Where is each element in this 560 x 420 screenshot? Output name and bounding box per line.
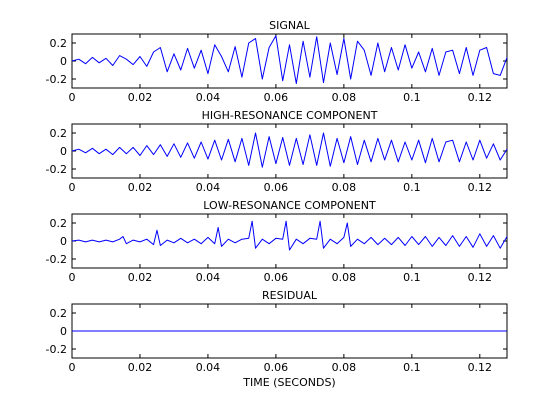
subplot-3: LOW-RESONANCE COMPONENT 0 0.02 0.04 0.06 0.08… bbox=[46, 199, 508, 284]
y-tick-label: 0.2 bbox=[50, 307, 68, 320]
x-tick-label: 0.08 bbox=[332, 181, 357, 194]
y-tick-label: 0 bbox=[60, 55, 67, 68]
series-line-1 bbox=[71, 35, 508, 84]
x-tick-label: 0.02 bbox=[128, 91, 153, 104]
axes-frame bbox=[71, 213, 508, 269]
x-tick-label: 0.04 bbox=[196, 181, 221, 194]
x-tick-label: 0.02 bbox=[128, 271, 153, 284]
x-tick-label: 0.08 bbox=[332, 91, 357, 104]
x-tick-label: 0.08 bbox=[332, 361, 357, 374]
x-tick-label: 0.1 bbox=[403, 91, 421, 104]
subplot-title: RESIDUAL bbox=[262, 289, 318, 302]
x-tick-label: 0.1 bbox=[403, 181, 421, 194]
series-line-2 bbox=[71, 132, 508, 168]
x-tick-label: 0.12 bbox=[468, 361, 493, 374]
x-tick-label: 0.12 bbox=[468, 91, 493, 104]
x-tick-label: 0.06 bbox=[264, 181, 289, 194]
x-tick-label: 0.1 bbox=[403, 271, 421, 284]
subplot-title: HIGH-RESONANCE COMPONENT bbox=[202, 109, 378, 122]
y-tick-label: 0 bbox=[60, 235, 67, 248]
x-tick-label: 0.06 bbox=[264, 271, 289, 284]
x-tick-label: 0.06 bbox=[264, 361, 289, 374]
x-axis-label: TIME (SECONDS) bbox=[242, 376, 335, 389]
y-tick-label: 0.2 bbox=[50, 217, 68, 230]
x-tick-label: 0 bbox=[69, 271, 76, 284]
x-tick-label: 0 bbox=[69, 361, 76, 374]
x-tick-label: 0.08 bbox=[332, 271, 357, 284]
y-tick-label: 0.2 bbox=[50, 127, 68, 140]
y-tick-label: -0.2 bbox=[46, 253, 67, 266]
x-tick-label: 0.04 bbox=[196, 271, 221, 284]
x-tick-label: 0.12 bbox=[468, 181, 493, 194]
y-tick-label: 0 bbox=[60, 325, 67, 338]
y-tick-label: -0.2 bbox=[46, 163, 67, 176]
x-tick-label: 0 bbox=[69, 91, 76, 104]
x-tick-label: 0.1 bbox=[403, 361, 421, 374]
axes-frame bbox=[71, 123, 508, 179]
x-tick-label: 0 bbox=[69, 181, 76, 194]
x-tick-label: 0.04 bbox=[196, 361, 221, 374]
x-tick-label: 0.02 bbox=[128, 181, 153, 194]
y-tick-label: -0.2 bbox=[46, 73, 67, 86]
x-tick-label: 0.12 bbox=[468, 271, 493, 284]
subplot-title: LOW-RESONANCE COMPONENT bbox=[203, 199, 376, 212]
axes-frame bbox=[71, 33, 508, 89]
subplot-title: SIGNAL bbox=[269, 19, 311, 32]
x-tick-label: 0.06 bbox=[264, 91, 289, 104]
y-tick-label: 0 bbox=[60, 145, 67, 158]
x-tick-label: 0.04 bbox=[196, 91, 221, 104]
y-tick-label: 0.2 bbox=[50, 37, 68, 50]
y-tick-label: -0.2 bbox=[46, 343, 67, 356]
x-tick-label: 0.02 bbox=[128, 361, 153, 374]
series-line-3 bbox=[71, 220, 508, 251]
subplot-2: HIGH-RESONANCE COMPONENT 0 0.02 0.04 0.06 0.0… bbox=[46, 109, 508, 194]
